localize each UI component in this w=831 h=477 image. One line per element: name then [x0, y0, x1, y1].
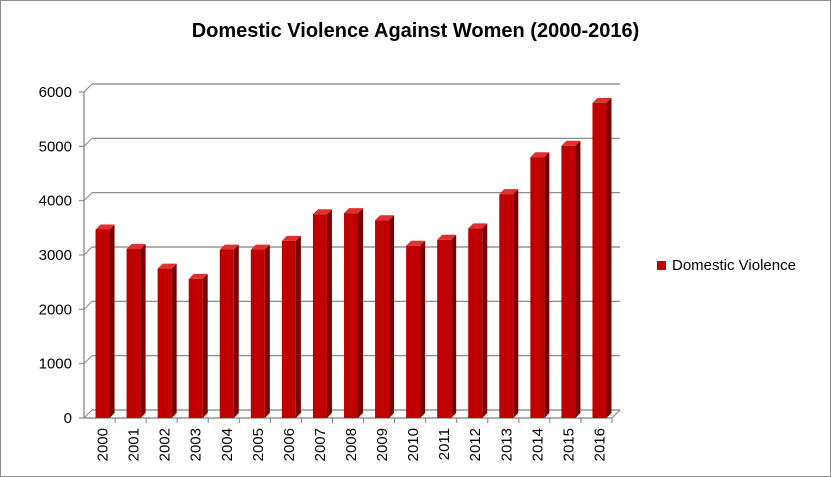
bar-side: [295, 235, 301, 418]
bar-side: [420, 240, 426, 418]
bar-top: [250, 244, 270, 250]
x-tick-label: 2006: [281, 428, 298, 461]
x-tick-label: 2009: [374, 428, 391, 461]
bar: [95, 229, 110, 418]
y-tick-label: 6000: [39, 84, 72, 101]
bar: [281, 240, 296, 418]
bar-top: [499, 189, 519, 195]
bar: [250, 249, 265, 418]
x-tick-label: 2004: [219, 428, 236, 461]
gridline-depth: [83, 246, 93, 256]
gridline-depth: [83, 192, 93, 202]
bar: [468, 228, 483, 418]
bar-top: [530, 152, 550, 158]
y-tick-label: 2000: [39, 301, 72, 318]
x-tick-label: 2012: [467, 428, 484, 461]
bar-top: [375, 215, 395, 221]
legend-label: Domestic Violence: [672, 257, 796, 274]
x-tick-label: 2007: [312, 428, 329, 461]
x-tick-label: 2013: [498, 428, 515, 461]
bar-side: [606, 97, 612, 418]
x-tick-label: 2001: [126, 428, 143, 461]
x-tick-label: 2005: [250, 428, 267, 461]
gridline-depth: [83, 137, 93, 147]
x-tick-label: 2008: [343, 428, 360, 461]
bar: [312, 214, 327, 418]
bar-top: [468, 223, 488, 229]
gridline-depth: [83, 355, 93, 365]
bar-side: [233, 244, 239, 418]
bar: [157, 268, 172, 418]
x-tick-label: 2010: [405, 428, 422, 461]
bar: [592, 102, 607, 418]
bar-side: [140, 244, 146, 418]
bar: [375, 220, 390, 418]
gridline-depth: [83, 409, 93, 419]
legend: Domestic Violence: [657, 257, 796, 274]
bar-top: [406, 240, 426, 246]
bar-side: [202, 273, 208, 418]
bar-side: [171, 263, 177, 418]
x-tick-label: 2016: [591, 428, 608, 461]
x-tick-label: 2015: [560, 428, 577, 461]
bar-top: [344, 208, 363, 214]
bar: [561, 145, 576, 419]
x-tick-label: 2000: [95, 428, 112, 461]
bar-top: [592, 97, 612, 103]
y-tick-label: 3000: [39, 247, 72, 264]
bar-top: [219, 244, 239, 250]
x-tick-label: 2003: [188, 428, 205, 461]
bar-side: [326, 209, 332, 418]
x-axis-depth: [611, 409, 621, 419]
bar: [406, 245, 421, 418]
legend-swatch: [657, 261, 666, 270]
bar-side: [389, 215, 395, 418]
bar-side: [513, 189, 519, 418]
bar: [219, 249, 234, 418]
bar-top: [312, 209, 332, 215]
y-tick-label: 0: [64, 410, 72, 427]
bar: [530, 157, 545, 418]
bar-side: [109, 224, 115, 418]
bar-side: [575, 140, 581, 419]
gridline-depth: [83, 300, 93, 310]
x-tick-label: 2011: [436, 428, 453, 460]
y-tick-label: 5000: [39, 138, 72, 155]
x-tick-label: 2002: [157, 428, 174, 461]
chart-title: Domestic Violence Against Women (2000-20…: [191, 20, 640, 42]
bar-side: [358, 208, 363, 418]
bar-top: [126, 244, 146, 250]
bar-side: [451, 234, 457, 418]
gridline-depth: [83, 83, 93, 93]
bar: [188, 278, 203, 418]
bar-side: [482, 223, 488, 418]
bar-side: [264, 244, 270, 418]
bar-top: [188, 273, 208, 279]
bar-top: [95, 224, 115, 230]
bar: [344, 213, 358, 418]
bar: [126, 249, 141, 418]
bar: [499, 194, 514, 418]
bar-top: [281, 235, 301, 241]
y-tick-label: 4000: [39, 193, 72, 210]
bar-side: [544, 152, 550, 418]
y-tick-label: 1000: [39, 356, 72, 373]
bar-top: [561, 140, 581, 146]
x-tick-label: 2014: [529, 428, 546, 461]
bar-top: [437, 234, 457, 240]
bar: [437, 239, 452, 418]
bar-top: [157, 263, 177, 269]
